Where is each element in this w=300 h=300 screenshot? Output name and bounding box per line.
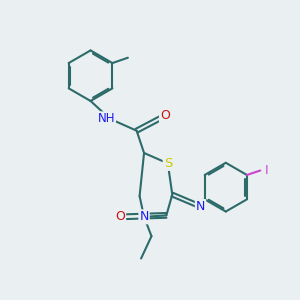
- Text: O: O: [160, 109, 170, 122]
- Text: I: I: [265, 164, 268, 177]
- Text: S: S: [164, 157, 172, 170]
- Text: O: O: [115, 210, 125, 224]
- Text: NH: NH: [98, 112, 115, 125]
- Text: N: N: [196, 200, 205, 213]
- Text: N: N: [140, 210, 149, 224]
